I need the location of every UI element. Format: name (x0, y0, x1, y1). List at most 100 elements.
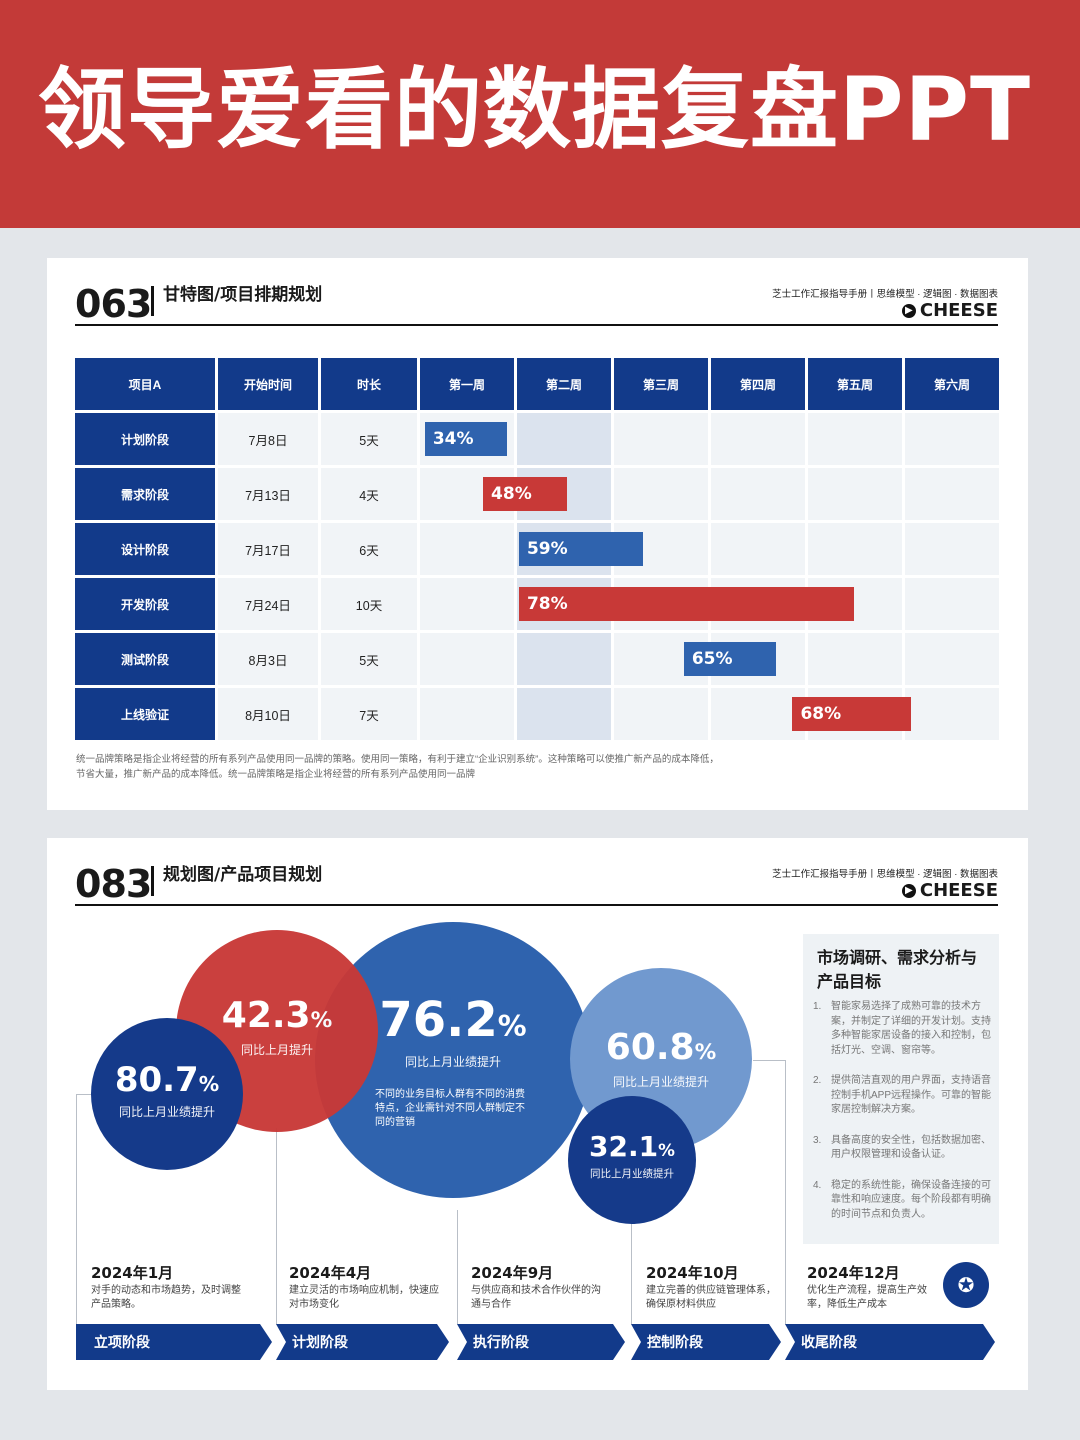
duration: 5天 (321, 633, 417, 685)
stat-value: 80.7% (91, 1060, 243, 1103)
week-cell (905, 578, 999, 630)
brand-logo: ▶ CHEESE (901, 880, 998, 901)
play-icon: ▶ (901, 883, 916, 898)
gantt-card: 063 甘特图/项目排期规划 芝士工作汇报指导手册丨思维模型 · 逻辑图 · 数… (47, 258, 1028, 810)
stat-label: 同比上月业绩提升 (404, 1054, 501, 1069)
milestone-text: 与供应商和技术合作伙伴的沟通与合作 (471, 1285, 601, 1310)
timeline-connector (631, 1218, 632, 1324)
stage-chevron: 执行阶段 (457, 1324, 625, 1360)
stat-label: 同比上月业绩提升 (612, 1074, 709, 1089)
phase-name: 开发阶段 (75, 578, 215, 630)
column-header: 时长 (321, 358, 417, 410)
stat-bubble: 76.2% 同比上月业绩提升 不同的业务目标人群有不同的消费特点，企业需针对不同人群… (315, 922, 591, 1198)
panel-title: 市场调研、需求分析与产品目标 (817, 948, 978, 991)
header-divider (151, 866, 154, 896)
start-date: 8月10日 (218, 688, 318, 740)
stat-number: 80.7 (114, 1060, 199, 1100)
stage-chevron: 收尾阶段 (785, 1324, 995, 1360)
week-cell (420, 633, 514, 685)
week-cell (905, 633, 999, 685)
stat-bubble: 80.7% 同比上月业绩提升 (91, 1018, 243, 1170)
phase-name: 测试阶段 (75, 633, 215, 685)
week-cell (420, 688, 514, 740)
goal-item: 2. 提供简洁直观的用户界面，支持语音控制手机APP远程操作。可靠的智能家居控制解… (813, 1074, 993, 1118)
week-cell (905, 688, 999, 740)
stat-label: 同比上月业绩提升 (590, 1167, 674, 1180)
timeline-connector (76, 1094, 77, 1324)
goal-text: 智能家易选择了成熟可靠的技术方案，并制定了详细的开发计划。支持多种智能家居设备的… (831, 1001, 991, 1056)
column-header: 第三周 (614, 358, 708, 410)
goal-text: 稳定的系统性能，确保设备连接的可靠性和响应速度。每个阶段都有明确的时间节点和负责… (831, 1179, 991, 1220)
week-cell (517, 688, 611, 740)
week-cell (420, 578, 514, 630)
start-date: 7月24日 (218, 578, 318, 630)
stat-value: 60.8% (570, 1028, 752, 1073)
goal-item: 3. 具备高度的安全性，包括数据加密、用户权限管理和设备认证。 (813, 1134, 993, 1163)
duration: 7天 (321, 688, 417, 740)
week-cell (711, 413, 805, 465)
timeline-connector (457, 1210, 458, 1324)
duration: 6天 (321, 523, 417, 575)
stat-unit: % (694, 1040, 717, 1065)
goal-number: 2. (813, 1075, 822, 1086)
gantt-note: 统一品牌策略是指企业将经营的所有系列产品使用同一品牌的策略。使用同一策略，有利于… (76, 754, 719, 780)
section-title: 规划图/产品项目规划 (163, 865, 323, 885)
phase-name: 上线验证 (75, 688, 215, 740)
stat-number: 32.1 (589, 1130, 659, 1163)
column-header: 第五周 (808, 358, 902, 410)
milestone-text: 优化生产流程，提高生产效率，降低生产成本 (807, 1285, 927, 1310)
week-cell (517, 633, 611, 685)
week-cell (614, 413, 708, 465)
week-cell (517, 413, 611, 465)
start-date: 8月3日 (218, 633, 318, 685)
stat-unit: % (310, 1008, 333, 1033)
week-cell (808, 633, 902, 685)
goal-text: 提供简洁直观的用户界面，支持语音控制手机APP远程操作。可靠的智能家居控制解决方… (831, 1075, 992, 1115)
milestone-date: 2024年9月 (471, 1264, 554, 1282)
header-subtitle: 芝士工作汇报指导手册丨思维模型 · 逻辑图 · 数据图表 (772, 869, 998, 880)
play-icon: ▶ (901, 303, 916, 318)
goal-number: 3. (813, 1134, 822, 1146)
stat-number: 42.3 (221, 995, 311, 1036)
milestone-text: 对手的动态和市场趋势，及时调整产品策略。 (91, 1285, 241, 1310)
brand-name: CHEESE (919, 300, 998, 321)
duration: 5天 (321, 413, 417, 465)
stat-value: 42.3% (176, 996, 378, 1041)
timeline-connector (753, 1060, 785, 1061)
stage-chevron: 控制阶段 (631, 1324, 781, 1360)
section-title: 甘特图/项目排期规划 (163, 285, 323, 305)
stat-unit: % (658, 1140, 675, 1160)
milestone-date: 2024年12月 (807, 1264, 900, 1282)
section-number: 063 (75, 282, 152, 326)
start-date: 7月13日 (218, 468, 318, 520)
stat-description: 不同的业务目标人群有不同的消费特点，企业需针对不同人群制定不同的营销 (375, 1088, 525, 1128)
goals-panel: 市场调研、需求分析与产品目标 1. 智能家易选择了成熟可靠的技术方案，并制定了详细… (803, 934, 999, 1244)
stat-bubble: 32.1% 同比上月业绩提升 (568, 1096, 696, 1224)
phase-name: 需求阶段 (75, 468, 215, 520)
timeline-connector (76, 1094, 92, 1095)
milestone-text: 建立完善的供应链管理体系，确保原材料供应 (646, 1285, 776, 1310)
column-header: 开始时间 (218, 358, 318, 410)
banner-title: 领导爱看的数据复盘PPT (38, 58, 1032, 161)
header-subtitle: 芝士工作汇报指导手册丨思维模型 · 逻辑图 · 数据图表 (772, 289, 998, 300)
start-date: 7月17日 (218, 523, 318, 575)
week-cell (808, 468, 902, 520)
header-rule (75, 904, 998, 906)
goal-text: 具备高度的安全性，包括数据加密、用户权限管理和设备认证。 (831, 1134, 991, 1161)
gantt-bar: 59% (518, 532, 644, 566)
week-cell (711, 468, 805, 520)
goal-number: 4. (813, 1179, 822, 1191)
column-header: 第二周 (517, 358, 611, 410)
milestone-date: 2024年1月 (91, 1264, 174, 1282)
goal-item: 4. 稳定的系统性能，确保设备连接的可靠性和响应速度。每个阶段都有明确的时间节点和… (813, 1179, 993, 1223)
stat-unit: % (497, 1009, 527, 1043)
goals-list: 1. 智能家易选择了成熟可靠的技术方案，并制定了详细的开发计划。支持多种智能家居设… (813, 1000, 993, 1238)
stage-chevron: 计划阶段 (276, 1324, 449, 1360)
brand-logo: ▶ CHEESE (901, 300, 998, 321)
timeline-connector (276, 1128, 277, 1324)
column-header: 第六周 (905, 358, 999, 410)
award-badge-icon: ✪ (943, 1262, 989, 1308)
week-cell (808, 523, 902, 575)
phase-name: 计划阶段 (75, 413, 215, 465)
brand-name: CHEESE (919, 880, 998, 901)
